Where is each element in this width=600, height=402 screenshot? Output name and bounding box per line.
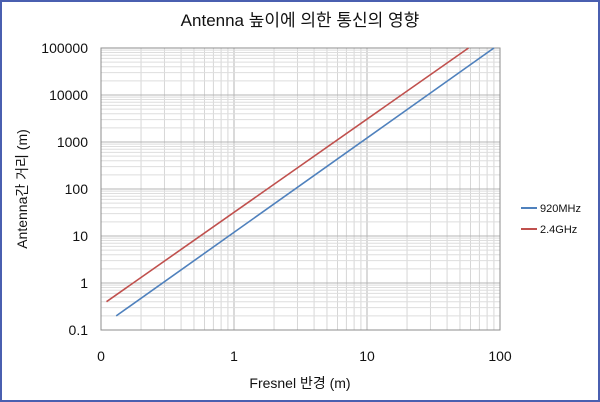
y-tick-label: 100 <box>65 181 89 197</box>
series-line-2 <box>106 47 469 303</box>
chart-title: Antenna 높이에 의한 통신의 영향 <box>181 11 420 30</box>
x-tick-label: 0 <box>97 348 105 364</box>
y-tick-label: 1 <box>80 275 88 291</box>
y-tick-label: 10 <box>72 228 88 244</box>
tick-labels: 0 1 10 100 0.1 1 10 100 1000 10000 100000 <box>41 40 512 364</box>
series-layer <box>106 47 495 317</box>
x-tick-label: 1 <box>230 348 238 364</box>
y-tick-label: 100000 <box>41 40 88 56</box>
x-tick-label: 100 <box>488 348 512 364</box>
y-tick-label: 1000 <box>57 134 88 150</box>
plot-area <box>100 47 501 331</box>
y-axis-label: Antenna간 거리 (m) <box>14 129 30 249</box>
legend: 920MHz 2.4GHz <box>521 203 581 236</box>
x-axis-label: Fresnel 반경 (m) <box>249 375 350 391</box>
series-line-1 <box>115 47 495 317</box>
y-tick-label: 0.1 <box>69 322 89 338</box>
legend-label: 920MHz <box>540 203 581 215</box>
y-tick-label: 10000 <box>49 87 88 103</box>
x-tick-label: 10 <box>359 348 375 364</box>
grid <box>100 48 500 331</box>
legend-label: 2.4GHz <box>540 224 577 236</box>
